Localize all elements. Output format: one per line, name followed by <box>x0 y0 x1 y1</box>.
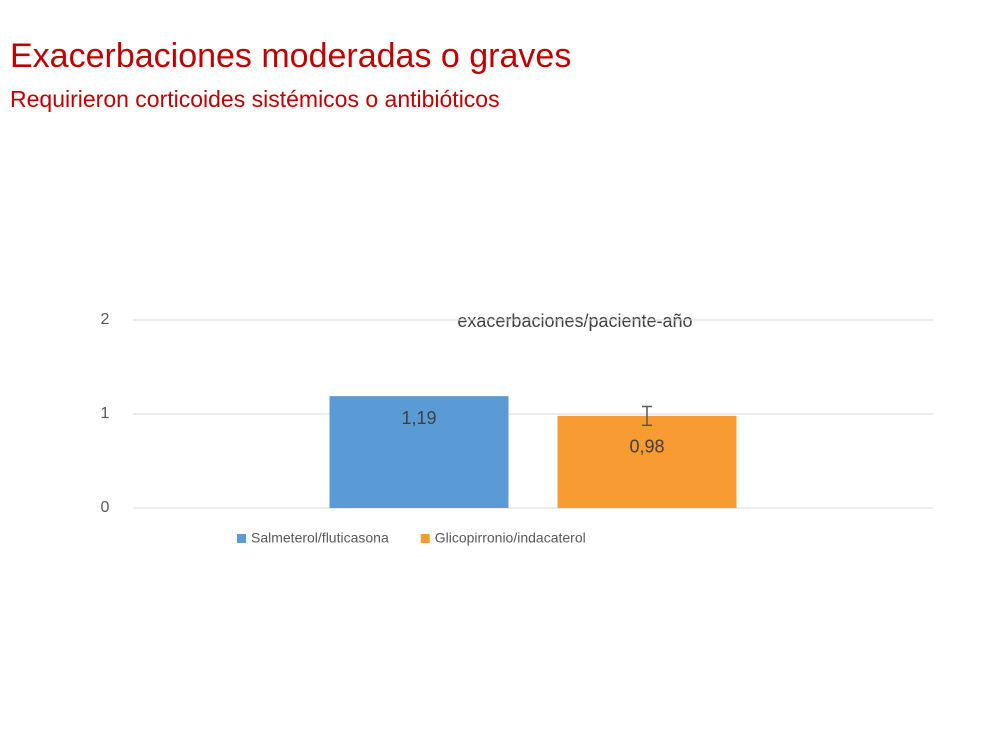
legend-swatch <box>237 534 246 543</box>
legend-label: Salmeterol/fluticasona <box>251 530 389 546</box>
y-tick-label: 0 <box>101 499 110 516</box>
y-tick-label: 2 <box>101 311 110 328</box>
legend-swatch <box>420 534 430 543</box>
y-tick-label: 1 <box>101 405 110 422</box>
data-label: 0,98 <box>629 437 664 457</box>
slide-subtitle: Requirieron corticoides sistémicos o ant… <box>10 86 500 112</box>
data-label: 1,19 <box>401 408 436 428</box>
legend-label: Glicopirronio/indacaterol <box>435 530 586 546</box>
bar <box>557 415 737 508</box>
bar <box>329 396 509 508</box>
slide-title: Exacerbaciones moderadas o graves <box>10 37 571 75</box>
chart-title: exacerbaciones/paciente-año <box>457 311 692 331</box>
error-bar <box>642 405 652 427</box>
